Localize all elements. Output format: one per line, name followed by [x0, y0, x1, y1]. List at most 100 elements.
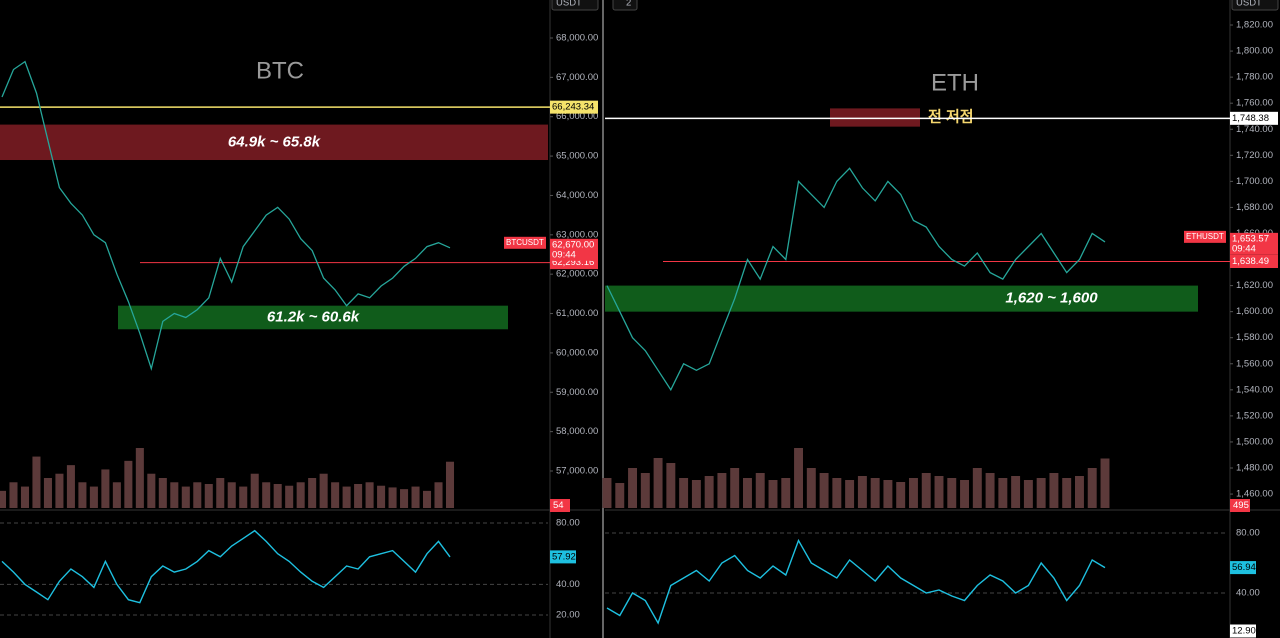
- volume-bar: [628, 468, 638, 508]
- level-badge: [1230, 111, 1278, 125]
- volume-bar: [147, 473, 156, 508]
- volume-bar: [704, 476, 714, 508]
- volume-bar: [204, 484, 213, 508]
- volume-bar: [262, 482, 271, 508]
- volume-bar: [1100, 458, 1110, 508]
- y-tick-label: 58,000.00: [556, 426, 598, 437]
- y-tick-label: 62,000.00: [556, 269, 598, 280]
- y-tick-label: 1,600.00: [1236, 306, 1273, 317]
- volume-bar: [666, 463, 676, 508]
- y-tick-label: 1,780.00: [1236, 72, 1273, 83]
- y-tick-label: 64,000.00: [556, 190, 598, 201]
- rsi-badge: [1230, 561, 1256, 575]
- volume-bar: [1023, 480, 1033, 508]
- volume-bar: [0, 490, 7, 508]
- rsi-badge-label: 56.94: [1232, 562, 1256, 573]
- y-tick-label: 1,540.00: [1236, 384, 1273, 395]
- countdown-label: 09:44: [1232, 243, 1256, 254]
- volume-bar: [794, 448, 804, 508]
- volume-bar: [653, 458, 663, 508]
- y-tick-label: 1,800.00: [1236, 46, 1273, 57]
- volume-badge-label: 54: [553, 500, 564, 511]
- zone: [605, 285, 1198, 312]
- volume-bar: [832, 478, 842, 508]
- volume-bar: [921, 473, 931, 508]
- volume-bar: [170, 482, 179, 508]
- volume-bar: [124, 460, 133, 508]
- last-price-badge: [550, 238, 598, 261]
- volume-bar: [55, 473, 64, 508]
- volume-bar: [112, 482, 121, 508]
- zone: [118, 305, 508, 330]
- y-tick-label: 67,000.00: [556, 72, 598, 83]
- volume-bar: [377, 485, 386, 508]
- volume-bar: [9, 482, 18, 508]
- level-badge-label: 62,293.16: [552, 257, 594, 268]
- ticker-badge: [504, 236, 546, 249]
- level-badge-label: 66,243.34: [552, 102, 594, 113]
- level-badge: [550, 100, 598, 114]
- y-tick-label: 1,760.00: [1236, 98, 1273, 109]
- volume-bar: [216, 478, 225, 508]
- zone-label: 64.9k ~ 65.8k: [228, 133, 321, 150]
- rsi-tick-label: 40.00: [556, 579, 580, 590]
- y-tick-label: 1,500.00: [1236, 436, 1273, 447]
- price-line: [606, 167, 1106, 392]
- rsi-low-label: 12.90: [1232, 626, 1256, 637]
- volume-badge: [550, 499, 570, 512]
- volume-bar: [32, 456, 41, 508]
- rsi-badge: [550, 550, 576, 564]
- volume-bar: [972, 468, 982, 508]
- volume-bar: [181, 486, 190, 508]
- y-tick-label: 66,000.00: [556, 111, 598, 122]
- volume-bar: [66, 465, 75, 508]
- zone-label: 61.2k ~ 60.6k: [267, 308, 360, 325]
- y-tick-label: 1,620.00: [1236, 280, 1273, 291]
- y-tick-label: 68,000.00: [556, 33, 598, 44]
- volume-bar: [1011, 476, 1021, 508]
- y-tick-label: 57,000.00: [556, 466, 598, 477]
- y-tick-label: 60,000.00: [556, 347, 598, 358]
- volume-bar: [1062, 478, 1072, 508]
- y-tick-label: 1,720.00: [1236, 150, 1273, 161]
- y-tick-label: 1,700.00: [1236, 176, 1273, 187]
- volume-bar: [768, 480, 778, 508]
- rsi-badge-label: 57.92: [552, 551, 576, 562]
- volume-bar: [985, 473, 995, 508]
- currency-select[interactable]: [1231, 0, 1279, 11]
- volume-bar: [319, 473, 328, 508]
- rsi-tick-label: 80.00: [1236, 528, 1260, 539]
- volume-bar: [845, 480, 855, 508]
- last-price-label: 62,670.00: [552, 239, 594, 250]
- volume-badge: [1230, 499, 1250, 512]
- currency-select[interactable]: [551, 0, 599, 11]
- level-badge: [1230, 255, 1278, 269]
- volume-bar: [273, 484, 282, 508]
- volume-bar: [679, 478, 689, 508]
- y-tick-label: 1,480.00: [1236, 463, 1273, 474]
- volume-bar: [781, 478, 791, 508]
- rsi-tick-label: 80.00: [556, 518, 580, 529]
- volume-bar: [870, 478, 880, 508]
- y-tick-label: 1,560.00: [1236, 358, 1273, 369]
- volume-bar: [354, 484, 363, 508]
- volume-bar: [1087, 468, 1097, 508]
- volume-bar: [331, 482, 340, 508]
- rsi-line: [606, 538, 1106, 625]
- interval-select[interactable]: [612, 0, 638, 11]
- volume-bar: [934, 476, 944, 508]
- volume-bar: [1074, 476, 1084, 508]
- volume-bar: [896, 482, 906, 508]
- y-tick-label: 1,520.00: [1236, 410, 1273, 421]
- level-badge-label: 1,638.49: [1232, 256, 1269, 267]
- volume-bar: [239, 486, 248, 508]
- currency-label: USDT: [1236, 0, 1262, 9]
- volume-bar: [308, 478, 317, 508]
- volume-bar: [615, 483, 625, 508]
- last-price-badge: [1230, 232, 1278, 255]
- volume-bar: [89, 486, 98, 508]
- volume-bar: [250, 473, 259, 508]
- zone: [830, 108, 920, 127]
- volume-bar: [602, 478, 612, 508]
